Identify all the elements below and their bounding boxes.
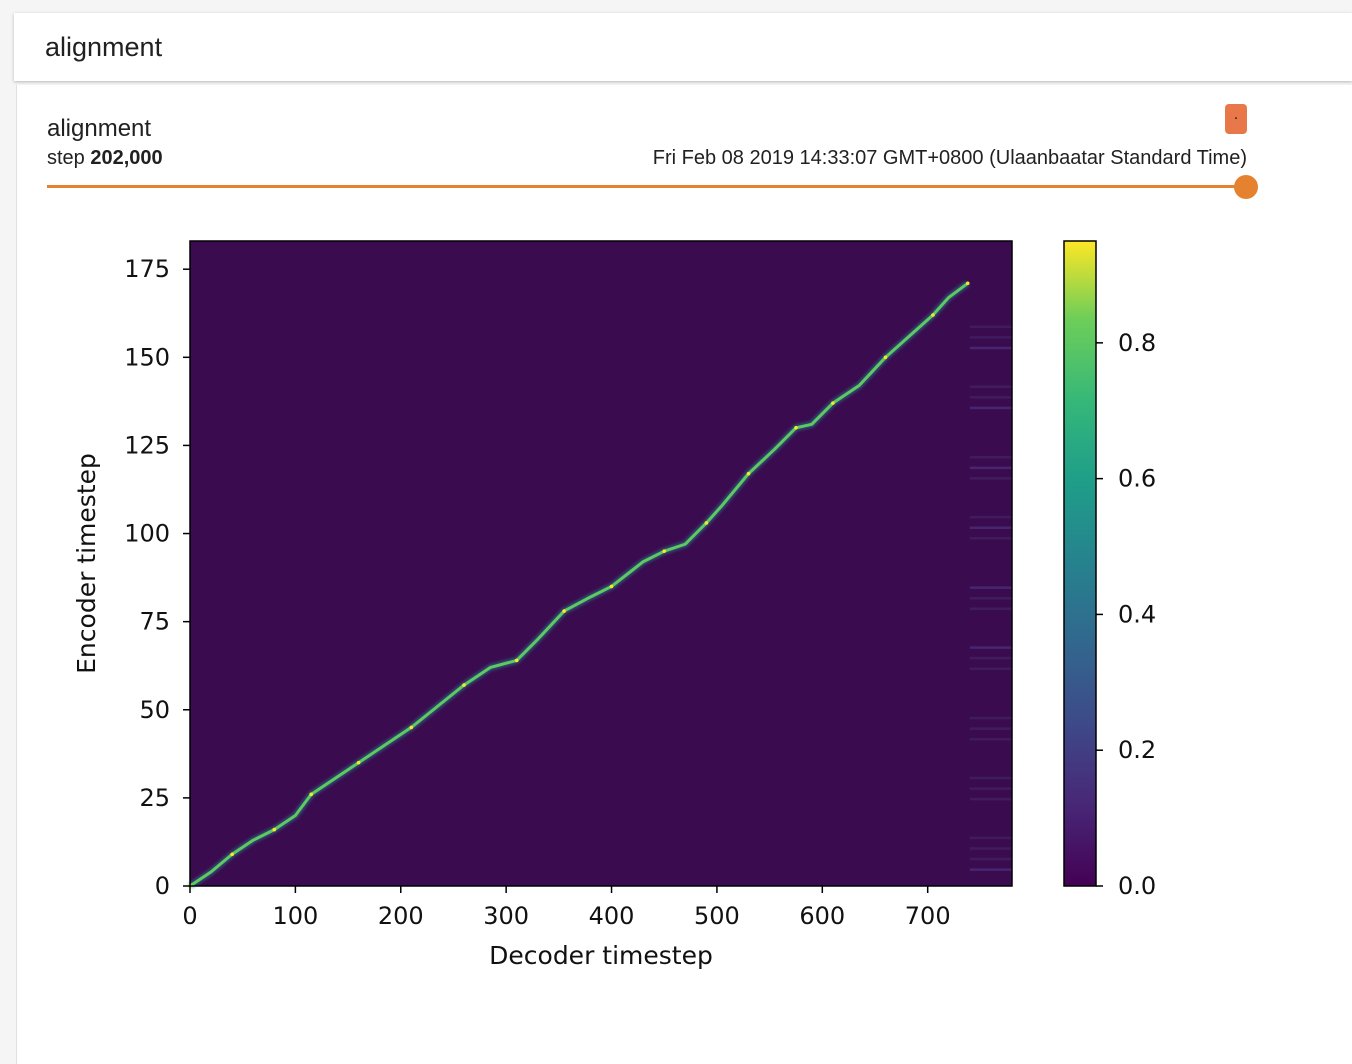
y-tick-label: 25	[139, 784, 170, 812]
step-label: step	[47, 147, 85, 169]
noise-stripe	[969, 396, 1012, 399]
x-tick-label: 500	[694, 902, 740, 930]
y-axis-title: Encoder timestep	[72, 453, 101, 674]
noise-stripe	[969, 607, 1012, 611]
y-tick-label: 125	[124, 431, 170, 459]
alignment-peak	[462, 683, 466, 687]
alignment-peak	[309, 792, 313, 797]
alignment-peak	[931, 313, 935, 317]
x-tick-label: 300	[483, 902, 529, 930]
colorbar: 0.0 0.2 0.4 0.6 0.8	[1063, 240, 1156, 900]
wall-time: Fri Feb 08 2019 14:33:07 GMT+0800 (Ulaan…	[652, 147, 1247, 169]
noise-stripe	[969, 836, 1012, 840]
noise-stripe	[969, 385, 1012, 389]
card-title: alignment	[47, 115, 152, 142]
noise-stripe	[969, 776, 1012, 780]
x-tick-label: 100	[272, 902, 318, 930]
heatmap-area	[188, 240, 1013, 889]
noise-stripe	[969, 336, 1012, 339]
noise-stripe	[969, 537, 1012, 540]
x-tick-label: 600	[799, 902, 845, 930]
alignment-peak	[609, 584, 614, 589]
y-tick-label: 75	[139, 608, 170, 636]
alignment-peak	[409, 725, 414, 730]
noise-stripe	[969, 477, 1012, 480]
colorbar-ticks: 0.0 0.2 0.4 0.6 0.8	[1096, 329, 1156, 900]
noise-stripe	[969, 406, 1012, 410]
heatmap-frame	[189, 240, 1013, 887]
card-menu-button[interactable]: .	[1225, 104, 1247, 134]
noise-stripe	[969, 526, 1012, 529]
y-axis: 0 25 50 75 100 125 150 175	[124, 255, 190, 900]
noise-stripe	[969, 456, 1012, 459]
noise-stripe	[969, 787, 1012, 790]
y-tick-label: 0	[155, 872, 170, 900]
alignment-peak	[746, 471, 751, 476]
alignment-peak	[704, 521, 709, 525]
noise-stripe	[969, 716, 1012, 720]
alignment-peak	[562, 609, 566, 613]
colorbar-tick-label: 0.2	[1118, 736, 1156, 764]
alignment-peak	[272, 827, 277, 832]
step-info: step 202,000	[47, 147, 163, 170]
section-title: alignment	[45, 32, 163, 62]
alignment-peak	[662, 549, 667, 553]
alignment-peak	[965, 281, 970, 286]
noise-stripe	[969, 656, 1012, 660]
alignment-path	[188, 280, 970, 889]
noise-stripe	[969, 868, 1012, 871]
noise-stripe	[969, 586, 1012, 589]
y-tick-label: 100	[124, 520, 170, 548]
noise-stripe	[969, 667, 1012, 670]
section-header[interactable]: alignment	[14, 13, 1352, 81]
alignment-peak	[831, 401, 835, 405]
noise-stripe	[969, 797, 1012, 801]
step-value: 202,000	[90, 147, 163, 169]
noise-stripe	[969, 466, 1012, 470]
colorbar-tick-label: 0.6	[1118, 465, 1156, 493]
noise-stripe	[969, 515, 1012, 519]
x-tick-label: 0	[182, 902, 197, 930]
alignment-peak	[514, 658, 519, 663]
alignment-path-line	[189, 282, 969, 888]
y-tick-label: 50	[139, 696, 170, 724]
noise-stripe	[969, 346, 1012, 350]
alignment-peak	[230, 852, 234, 857]
alignment-heatmap: 0 100 200 300 400 500 600 700 0 25 50 75 100 125 150 1…	[72, 240, 1156, 970]
x-tick-label: 700	[905, 902, 951, 930]
step-slider-track[interactable]	[47, 185, 1247, 188]
noise-stripe	[969, 857, 1012, 861]
alignment-peak	[356, 760, 361, 765]
noise-stripe	[969, 325, 1012, 329]
noise-stripe	[969, 646, 1012, 649]
x-axis: 0 100 200 300 400 500 600 700	[182, 886, 951, 930]
x-tick-label: 200	[378, 902, 424, 930]
heatmap-background	[190, 241, 1012, 886]
alignment-peak	[794, 426, 798, 430]
heatmap-noise	[969, 325, 1012, 871]
noise-stripe	[969, 737, 1012, 741]
image-card: alignment step 202,000 Fri Feb 08 2019 1…	[16, 85, 1352, 1064]
colorbar-tick-label: 0.0	[1118, 872, 1156, 900]
y-tick-label: 175	[124, 255, 170, 283]
y-tick-label: 150	[124, 343, 170, 371]
noise-stripe	[969, 596, 1012, 600]
noise-stripe	[969, 727, 1012, 730]
alignment-peak	[883, 355, 888, 360]
colorbar-gradient	[1063, 240, 1097, 887]
x-axis-title: Decoder timestep	[489, 941, 713, 970]
colorbar-tick-label: 0.4	[1118, 600, 1156, 628]
step-slider-knob[interactable]	[1234, 175, 1258, 199]
x-tick-label: 400	[589, 902, 635, 930]
colorbar-tick-label: 0.8	[1118, 329, 1156, 357]
noise-stripe	[969, 847, 1012, 850]
